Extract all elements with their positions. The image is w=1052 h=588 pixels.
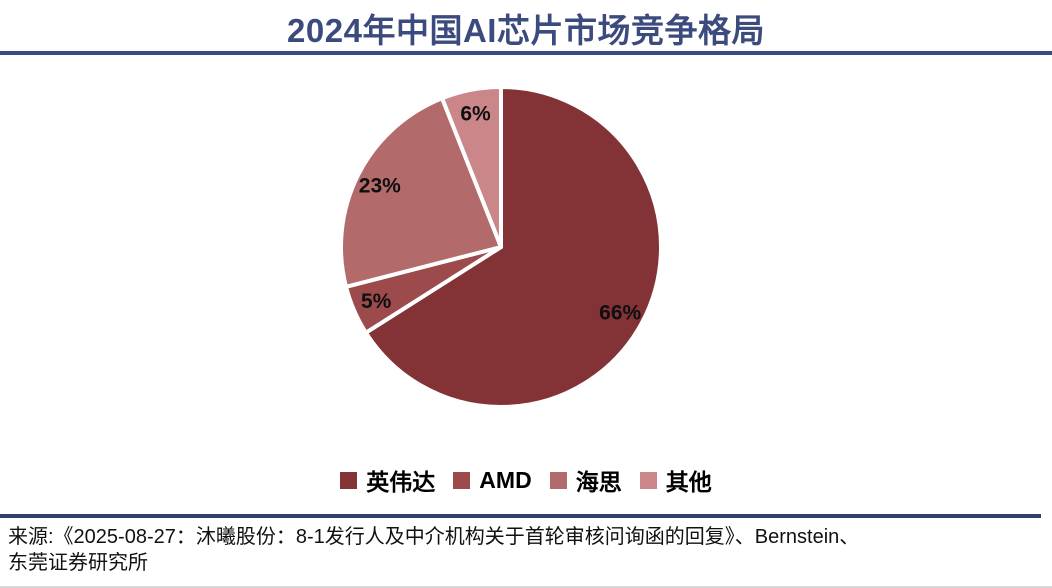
pie-slice-hisilicon <box>339 96 503 289</box>
legend-item-nvidia: 英伟达 <box>340 463 435 497</box>
legend-label-others: 其他 <box>665 469 712 495</box>
source-note: 来源:《2025-08-27：沐曦股份：8-1发行人及中介机构关于首轮审核问询函… <box>8 524 1048 576</box>
chart-title: 2024年中国AI芯片市场竞争格局 <box>287 12 765 49</box>
pie-slice-others <box>440 85 503 249</box>
legend-swatch-hisilicon <box>549 471 567 489</box>
source-line-2: 东莞证券研究所 <box>8 552 148 574</box>
pie-value-label-amd: 5% <box>361 290 392 313</box>
legend-item-others: 其他 <box>639 463 712 497</box>
legend-label-amd: AMD <box>479 466 532 493</box>
pie-value-label-hisilicon: 23% <box>359 174 401 197</box>
legend-label-nvidia: 英伟达 <box>366 469 436 495</box>
pie-value-label-nvidia: 66% <box>599 302 641 325</box>
pie-chart: 66% 5% 23% 6% <box>339 85 663 409</box>
legend-item-amd: AMD <box>453 466 532 494</box>
pie-slice-nvidia <box>363 85 663 409</box>
pie-legend: 英伟达 AMD 海思 其他 <box>0 463 1052 497</box>
legend-label-hisilicon: 海思 <box>575 469 622 495</box>
legend-swatch-amd <box>453 471 471 489</box>
pie-value-label-others: 6% <box>460 102 491 125</box>
legend-swatch-nvidia <box>340 471 358 489</box>
legend-item-hisilicon: 海思 <box>549 463 622 497</box>
legend-swatch-others <box>639 471 657 489</box>
footer-divider <box>0 514 1041 518</box>
title-divider <box>0 51 1052 55</box>
source-line-1: 来源:《2025-08-27：沐曦股份：8-1发行人及中介机构关于首轮审核问询函… <box>8 526 860 548</box>
